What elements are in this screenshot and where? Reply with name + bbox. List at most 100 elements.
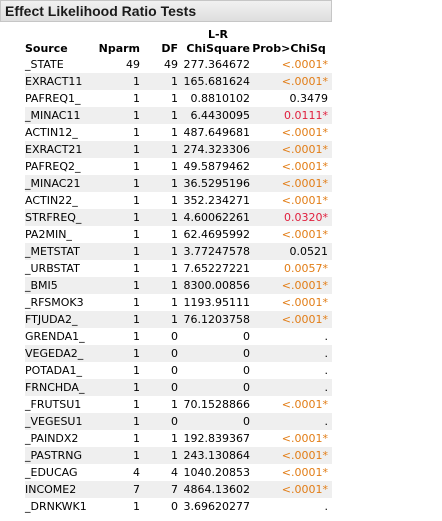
cell-source: _DRNKWK1 [25, 500, 87, 513]
cell-source: ACTIN12_ [25, 126, 78, 139]
table-row: PAFREQ2_ 1 1 49.5879462 <.0001* [25, 158, 332, 175]
cell-chisquare: 70.1528866 [183, 398, 250, 411]
cell-df: 0 [140, 345, 178, 362]
cell-source: _PASTRNG [25, 447, 90, 464]
cell-prob: <.0001* [281, 432, 328, 445]
cell-df: 1 [140, 243, 178, 260]
cell-nparm: 1 [133, 330, 140, 343]
cell-df: 1 [140, 141, 178, 158]
cell-nparm: 1 [133, 228, 140, 241]
cell-source: _PAINDX2 [25, 432, 79, 445]
table-row: PA2MIN_ 1 1 62.4695992 <.0001* [25, 226, 332, 243]
cell-source: FRNCHDA_ [25, 379, 90, 396]
cell-chisquare: 243.130864 [178, 447, 250, 464]
cell-chisquare: 0 [178, 413, 250, 430]
table-row: STRFREQ_ 1 1 4.60062261 0.0320* [25, 209, 332, 226]
cell-nparm: 1 [90, 311, 140, 328]
effect-lr-table: Source Nparm DF L-R ChiSquare Prob>ChiSq … [25, 24, 332, 515]
cell-prob: . [250, 413, 332, 430]
cell-nparm: 1 [90, 447, 140, 464]
col-header-prob[interactable]: Prob>ChiSq [252, 42, 326, 55]
table-row: _STATE 49 49 277.364672 <.0001* [25, 56, 332, 73]
col-header-chisquare[interactable]: L-R ChiSquare [186, 28, 250, 55]
cell-prob: 0.0320* [250, 209, 332, 226]
col-header-source[interactable]: Source [25, 42, 68, 55]
cell-prob: <.0001* [281, 296, 328, 309]
cell-prob: <.0001* [281, 160, 328, 173]
cell-source: POTADA1_ [25, 364, 82, 377]
cell-source: _EDUCAG [25, 466, 78, 479]
table-row: GRENDA1_ 1 0 0. [25, 328, 332, 345]
cell-nparm: 1 [90, 141, 140, 158]
cell-source: _STATE [25, 58, 64, 71]
cell-df: 0 [140, 379, 178, 396]
col-header-nparm[interactable]: Nparm [98, 42, 140, 55]
cell-df: 1 [140, 175, 178, 192]
table-row: _PASTRNG 1 1 243.130864 <.0001* [25, 447, 332, 464]
col-header-df[interactable]: DF [161, 42, 178, 55]
cell-prob: <.0001* [281, 398, 328, 411]
cell-nparm: 1 [90, 379, 140, 396]
cell-chisquare: 0 [243, 364, 250, 377]
cell-prob: <.0001* [281, 466, 328, 479]
table-row: _METSTAT 1 1 3.77247578 0.0521 [25, 243, 332, 260]
table-row: _MINAC21 1 1 36.5295196 <.0001* [25, 175, 332, 192]
cell-nparm: 1 [133, 262, 140, 275]
cell-source: _MINAC11 [25, 107, 90, 124]
table-row: ACTIN12_ 1 1 487.649681 <.0001* [25, 124, 332, 141]
cell-source: FTJUDA2_ [25, 311, 90, 328]
cell-nparm: 1 [133, 364, 140, 377]
report-title: Effect Likelihood Ratio Tests [5, 3, 197, 19]
cell-prob: 0.3479 [289, 92, 329, 105]
cell-source: _URBSTAT [25, 262, 80, 275]
cell-chisquare: 6.4430095 [178, 107, 250, 124]
cell-prob: . [250, 379, 332, 396]
table-row: VEGEDA2_ 1 0 0. [25, 345, 332, 362]
table-row: _DRNKWK1 1 0 3.69620277. [25, 498, 332, 515]
cell-df: 1 [171, 398, 178, 411]
cell-df: 7 [140, 481, 178, 498]
cell-prob: <.0001* [250, 73, 332, 90]
cell-source: VEGEDA2_ [25, 345, 90, 362]
cell-source: PA2MIN_ [25, 228, 72, 241]
cell-nparm: 1 [90, 107, 140, 124]
cell-prob: . [324, 500, 329, 513]
cell-df: 1 [171, 262, 178, 275]
cell-df: 0 [171, 500, 178, 513]
cell-prob: <.0001* [281, 228, 328, 241]
cell-df: 49 [164, 58, 178, 71]
table-row: _VEGESU1 1 0 0. [25, 413, 332, 430]
cell-nparm: 1 [90, 243, 140, 260]
cell-prob: <.0001* [250, 311, 332, 328]
cell-chisquare: 62.4695992 [183, 228, 250, 241]
table-row: _EDUCAG 4 4 1040.20853 <.0001* [25, 464, 332, 481]
cell-chisquare: 277.364672 [183, 58, 250, 71]
table-row: FRNCHDA_ 1 0 0. [25, 379, 332, 396]
cell-nparm: 1 [133, 194, 140, 207]
cell-nparm: 1 [90, 209, 140, 226]
table-row: _MINAC11 1 1 6.4430095 0.0111* [25, 107, 332, 124]
cell-source: GRENDA1_ [25, 330, 85, 343]
cell-df: 0 [171, 364, 178, 377]
cell-chisquare: 8300.00856 [178, 277, 250, 294]
cell-df: 1 [171, 228, 178, 241]
cell-df: 1 [171, 92, 178, 105]
cell-nparm: 1 [133, 160, 140, 173]
table-row: _URBSTAT 1 1 7.65227221 0.0057* [25, 260, 332, 277]
cell-df: 1 [140, 277, 178, 294]
cell-prob: <.0001* [250, 277, 332, 294]
report-outline-header[interactable]: Effect Likelihood Ratio Tests [0, 0, 332, 22]
cell-df: 1 [140, 73, 178, 90]
cell-source: PAFREQ1_ [25, 92, 81, 105]
cell-chisquare: 4.60062261 [178, 209, 250, 226]
table-body: _STATE 49 49 277.364672 <.0001* EXRACT11 1 1 165… [25, 56, 332, 515]
cell-chisquare: 3.69620277 [183, 500, 250, 513]
cell-source: PAFREQ2_ [25, 160, 81, 173]
cell-source: EXRACT11 [25, 73, 90, 90]
cell-df: 1 [140, 107, 178, 124]
cell-chisquare: 274.323306 [178, 141, 250, 158]
cell-chisquare: 1193.95111 [183, 296, 250, 309]
cell-df: 4 [171, 466, 178, 479]
cell-prob: . [324, 364, 329, 377]
cell-chisquare: 0 [178, 379, 250, 396]
